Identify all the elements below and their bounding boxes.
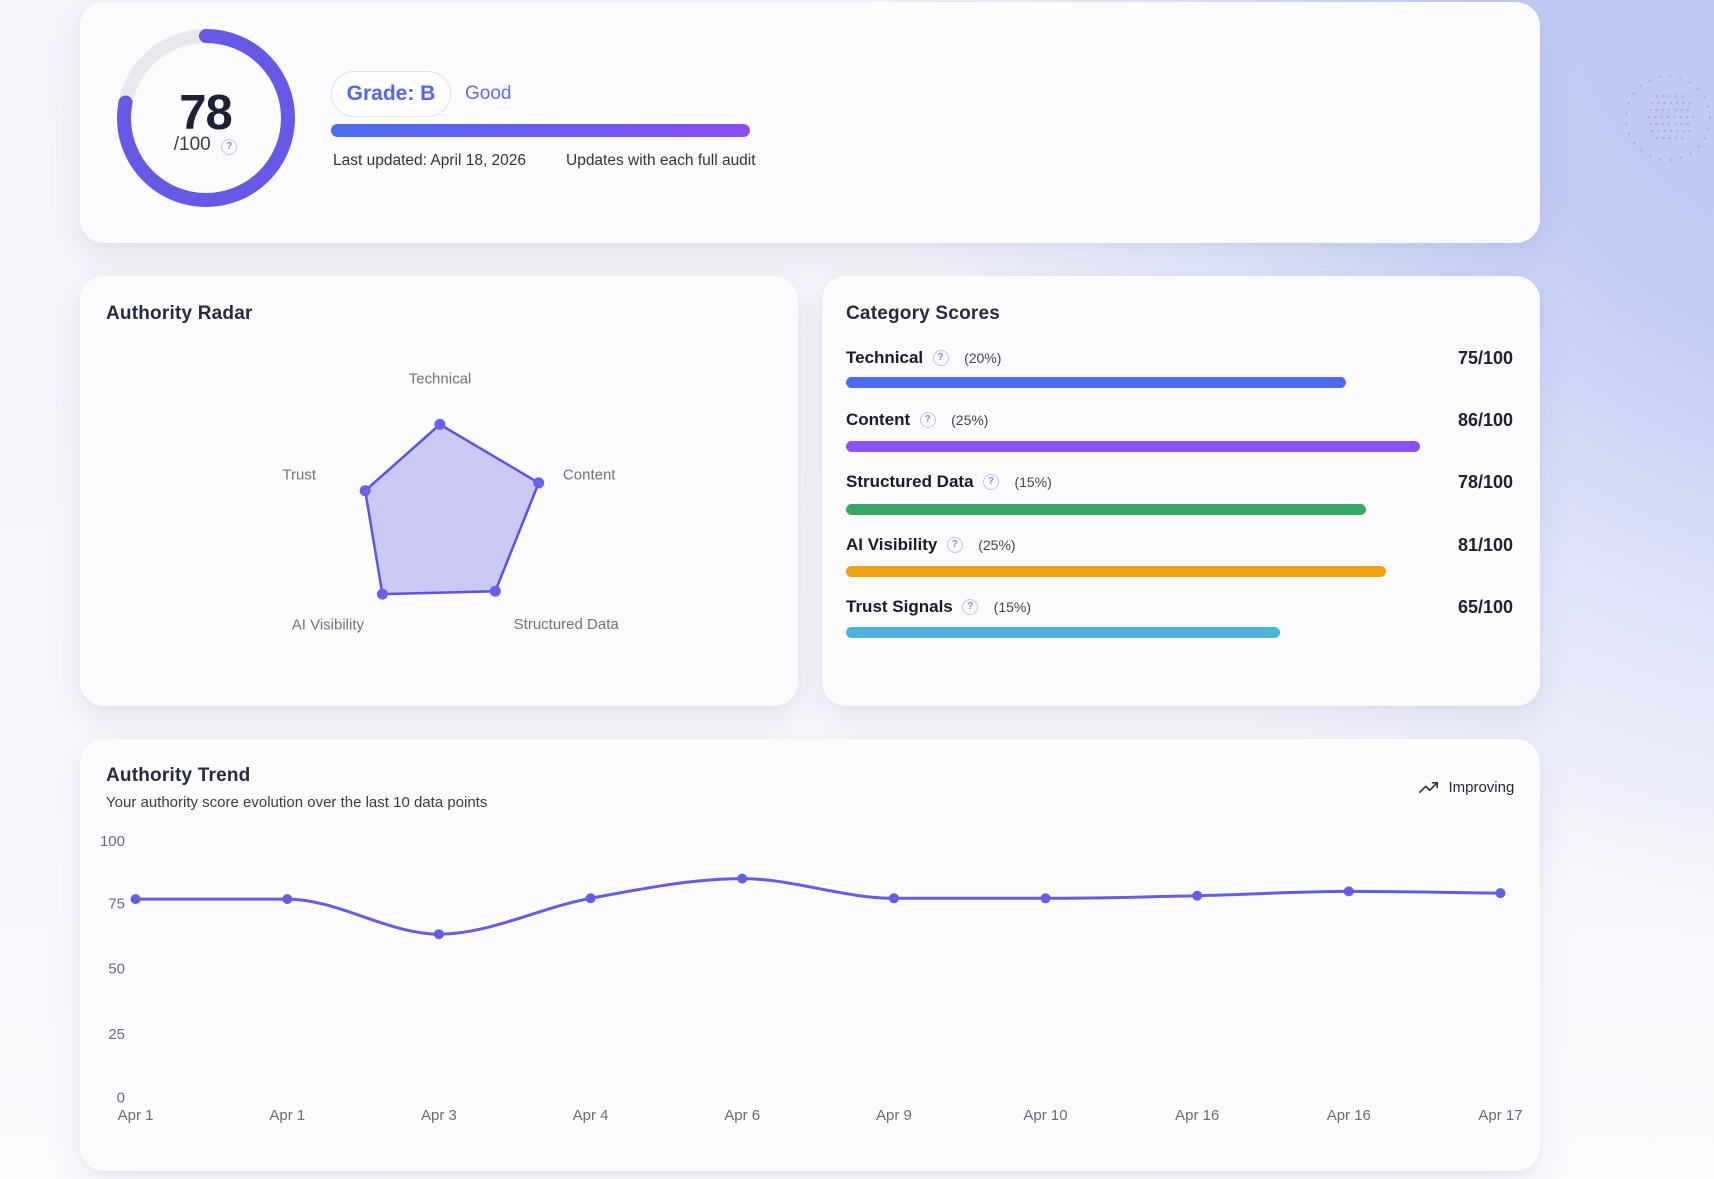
svg-text:Apr 4: Apr 4 xyxy=(573,1107,609,1124)
svg-text:Structured Data: Structured Data xyxy=(514,616,620,633)
svg-text:Apr 9: Apr 9 xyxy=(876,1107,912,1124)
svg-text:100: 100 xyxy=(100,833,125,850)
svg-text:Apr 17: Apr 17 xyxy=(1478,1107,1522,1124)
svg-text:Apr 16: Apr 16 xyxy=(1175,1107,1219,1124)
svg-text:Content: Content xyxy=(563,466,616,483)
svg-text:75: 75 xyxy=(108,895,125,912)
svg-text:Apr 3: Apr 3 xyxy=(421,1107,457,1124)
svg-text:Trust: Trust xyxy=(282,466,316,483)
svg-text:Apr 10: Apr 10 xyxy=(1023,1107,1067,1124)
svg-text:Technical: Technical xyxy=(409,371,472,388)
svg-text:50: 50 xyxy=(108,960,125,977)
svg-text:0: 0 xyxy=(117,1089,125,1106)
svg-text:25: 25 xyxy=(108,1026,125,1043)
svg-text:Apr 6: Apr 6 xyxy=(724,1107,760,1124)
svg-text:Apr 1: Apr 1 xyxy=(118,1107,154,1124)
svg-text:AI Visibility: AI Visibility xyxy=(292,617,365,634)
svg-text:Apr 16: Apr 16 xyxy=(1327,1107,1371,1124)
svg-text:Apr 1: Apr 1 xyxy=(269,1107,305,1124)
